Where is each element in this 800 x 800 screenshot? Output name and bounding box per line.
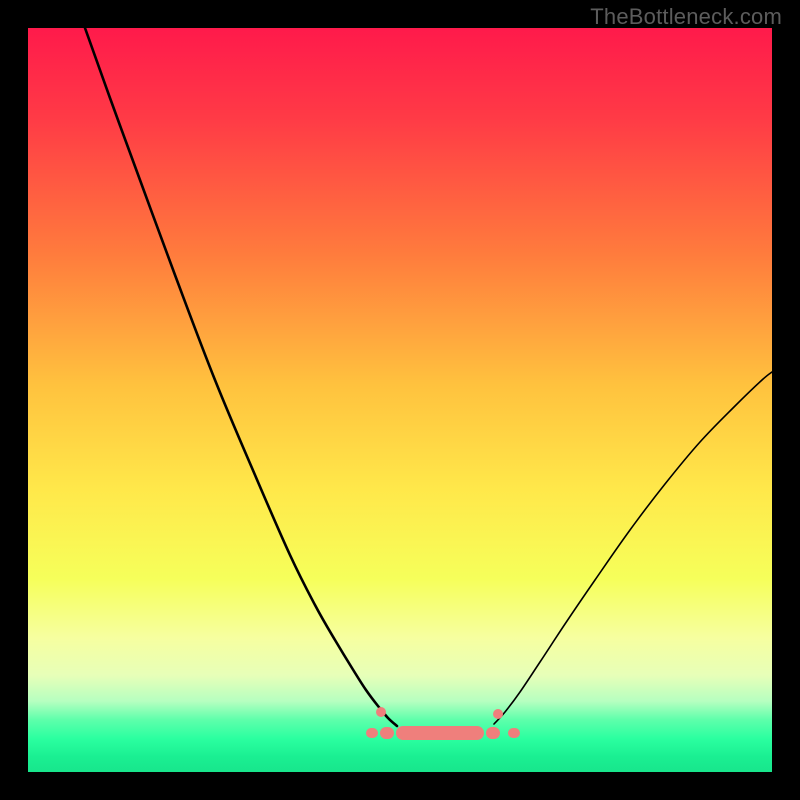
marker-segment xyxy=(380,727,394,739)
gradient-background xyxy=(28,28,772,772)
marker-segment xyxy=(396,726,484,740)
bottleneck-chart-svg xyxy=(0,0,800,800)
marker-segment xyxy=(366,728,378,738)
marker-dot xyxy=(493,709,503,719)
marker-dot xyxy=(376,707,386,717)
marker-segment xyxy=(508,728,520,738)
chart-frame: TheBottleneck.com xyxy=(0,0,800,800)
marker-segment xyxy=(486,727,500,739)
watermark-label: TheBottleneck.com xyxy=(590,4,782,30)
